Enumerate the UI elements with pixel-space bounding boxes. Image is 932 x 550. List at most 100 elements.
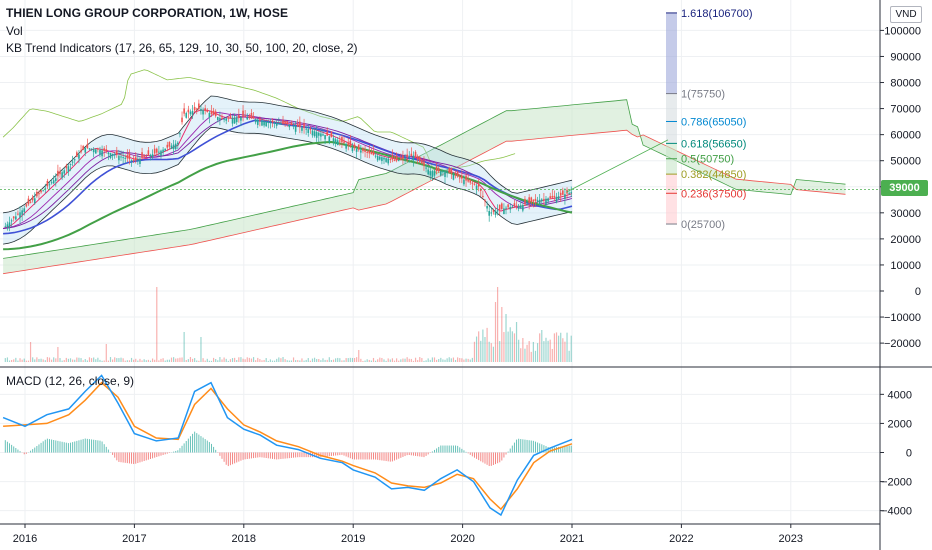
volume-bar <box>358 350 360 362</box>
volume-bar <box>128 360 131 362</box>
volume-bar <box>309 360 311 362</box>
volume-bar <box>257 357 259 362</box>
candle-body <box>553 195 556 198</box>
volume-bar <box>23 358 25 362</box>
candle-body <box>191 110 194 115</box>
volume-bar <box>482 329 484 362</box>
volume-bar <box>173 357 175 362</box>
candle-body <box>538 199 541 205</box>
volume-bar <box>499 341 501 362</box>
volume-bar <box>530 351 532 362</box>
volume-bar <box>170 357 173 362</box>
volume-bar <box>97 357 99 362</box>
volume-bar <box>107 360 109 362</box>
volume-bar <box>17 360 19 362</box>
volume-bar <box>282 357 284 362</box>
candle-body <box>427 169 429 175</box>
volume-bar <box>103 360 105 362</box>
candle-body <box>57 170 59 177</box>
candle-body <box>126 155 129 159</box>
volume-bar <box>299 360 301 362</box>
volume-bar <box>13 359 15 362</box>
candle-body <box>431 171 434 177</box>
volume-bar <box>36 357 38 362</box>
volume-bar <box>80 358 82 362</box>
volume-bar <box>175 358 177 362</box>
candle-body <box>357 144 360 150</box>
candle-body <box>223 118 225 120</box>
candle-body <box>570 192 573 194</box>
volume-bar <box>101 360 103 362</box>
candle-body <box>322 134 324 136</box>
candle-body <box>429 171 432 176</box>
price-axis-label: 20000 <box>890 234 921 246</box>
macd-axis-label: 2000 <box>888 418 912 430</box>
candle-body <box>124 157 127 159</box>
candle-body <box>456 171 459 177</box>
volume-bar <box>377 359 379 362</box>
candle-body <box>501 203 503 210</box>
volume-bar <box>185 360 187 362</box>
candle-body <box>385 158 387 162</box>
candle-body <box>172 144 175 149</box>
candle-body <box>88 148 91 150</box>
candle-body <box>225 118 228 121</box>
candle-body <box>214 111 217 117</box>
candle-body <box>38 193 40 195</box>
candle-body <box>515 205 518 207</box>
volume-bar <box>278 357 280 362</box>
candle-body <box>59 171 61 175</box>
candle-body <box>155 148 158 153</box>
volume-bar <box>187 359 189 362</box>
candle-body <box>486 206 488 209</box>
volume-bar <box>263 359 265 362</box>
candle-body <box>33 198 36 204</box>
volume-bar <box>61 360 63 362</box>
candle-body <box>86 144 89 149</box>
candle-body <box>101 150 103 157</box>
price-axis-label: 60000 <box>890 130 921 142</box>
volume-bar <box>345 358 347 362</box>
volume-bar <box>421 358 423 362</box>
volume-bar <box>404 358 406 362</box>
volume-bar <box>88 357 91 362</box>
volume-bar <box>248 357 250 362</box>
volume-bar <box>124 360 126 362</box>
candle-body <box>244 115 246 117</box>
volume-bar <box>463 359 465 362</box>
volume-bar <box>427 358 429 362</box>
candle-body <box>198 103 200 109</box>
currency-unit-badge[interactable]: VND <box>890 6 922 23</box>
cloud-fill <box>3 99 846 274</box>
candle-body <box>107 152 110 155</box>
volume-bar <box>385 360 387 362</box>
volume-bar <box>72 359 74 362</box>
fib-label: 1(75750) <box>681 89 725 101</box>
volume-bar <box>429 359 431 362</box>
volume-bar <box>332 359 335 362</box>
candle-body <box>351 147 354 152</box>
volume-bar <box>269 359 271 362</box>
volume-bar <box>433 357 436 362</box>
volume-bar <box>137 360 139 362</box>
volume-bar <box>486 327 488 362</box>
volume-bar <box>168 359 171 362</box>
fib-band <box>666 93 677 144</box>
candle-body <box>160 150 162 156</box>
candle-body <box>254 119 257 123</box>
volume-bar <box>326 359 328 362</box>
candle-body <box>513 203 516 207</box>
volume-bar <box>252 357 255 362</box>
volume-bar <box>34 359 36 362</box>
candle-body <box>473 183 476 185</box>
last-price-tag: 39000 <box>881 180 928 196</box>
volume-bar <box>539 333 541 362</box>
volume-bar <box>15 357 17 362</box>
candle-body <box>227 117 230 119</box>
candle-body <box>397 160 400 162</box>
volume-bar <box>32 357 34 362</box>
candle-body <box>46 180 49 187</box>
candle-body <box>294 126 297 132</box>
volume-bar <box>513 333 516 362</box>
